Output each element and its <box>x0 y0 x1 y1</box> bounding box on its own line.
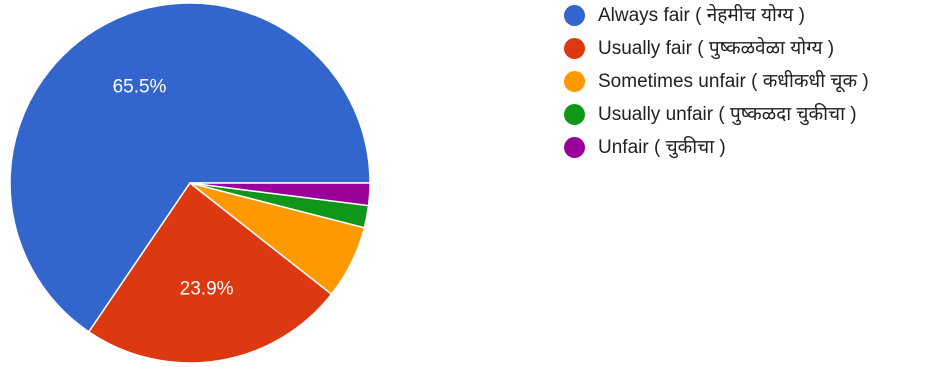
legend-item-always-fair[interactable]: Always fair ( नेहमीच योग्य ) <box>564 4 944 28</box>
legend-label: Usually unfair ( पुष्कळदा चुकीचा ) <box>598 104 857 125</box>
slice-label-usually-fair: 23.9% <box>180 279 234 300</box>
pie-slice-usually-fair[interactable] <box>87 181 333 364</box>
legend-swatch-icon <box>564 71 585 92</box>
legend-item-sometimes-unfair[interactable]: Sometimes unfair ( कधीकधी चूक ) <box>564 70 944 94</box>
legend-label: Sometimes unfair ( कधीकधी चूक ) <box>598 71 869 92</box>
legend-swatch-icon <box>564 137 585 158</box>
legend-label: Unfair ( चुकीचा ) <box>598 137 726 158</box>
legend-item-usually-fair[interactable]: Usually fair ( पुष्कळवेळा योग्य ) <box>564 37 944 61</box>
legend-item-usually-unfair[interactable]: Usually unfair ( पुष्कळदा चुकीचा ) <box>564 103 944 127</box>
legend-swatch-icon <box>564 104 585 125</box>
slice-label-always-fair: 65.5% <box>113 77 167 98</box>
legend-swatch-icon <box>564 38 585 59</box>
legend-label: Always fair ( नेहमीच योग्य ) <box>598 5 805 26</box>
pie-slice-unfair[interactable] <box>189 182 371 207</box>
legend-item-unfair[interactable]: Unfair ( चुकीचा ) <box>564 136 944 160</box>
pie-slice-always-fair[interactable] <box>9 2 371 333</box>
legend: Always fair ( नेहमीच योग्य ) Usually fai… <box>564 4 944 169</box>
legend-swatch-icon <box>564 5 585 26</box>
legend-label: Usually fair ( पुष्कळवेळा योग्य ) <box>598 38 835 59</box>
